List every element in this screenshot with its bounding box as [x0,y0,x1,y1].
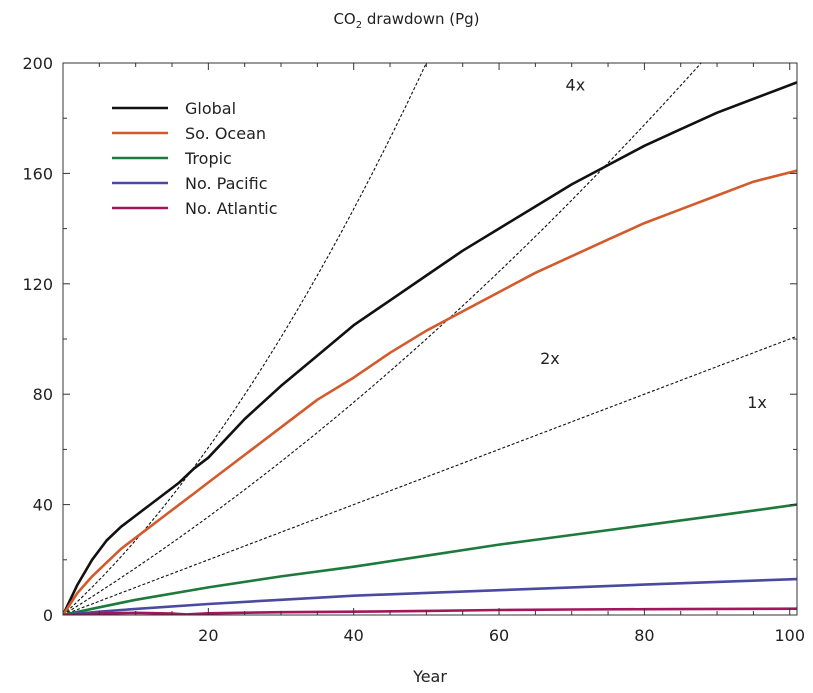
chart-title: CO2 drawdown (Pg) [333,10,480,31]
tick-labels: 4x 2x 1x 20 40 60 80 100 0 40 80 120 160 200 [22,54,805,645]
series-lines [63,81,797,615]
series-line-4 [63,607,797,615]
legend-label-2: Tropic [184,149,232,168]
reference-label-4x: 4x [566,76,586,95]
y-tick-label: 160 [22,164,53,183]
legend-label-0: Global [185,99,236,118]
y-tick-label: 200 [22,54,53,73]
legend: Global So. Ocean Tropic No. Pacific No. Atla… [112,99,278,218]
y-tick-label: 80 [33,385,53,404]
legend-label-1: So. Ocean [185,124,266,143]
axis-ticks [63,62,797,616]
legend-label-3: No. Pacific [185,174,268,193]
plot-frame [62,62,798,616]
reference-lines [63,63,797,615]
y-tick-label: 0 [43,606,53,625]
x-tick-label: 80 [634,626,654,645]
reference-line-2x [63,63,702,615]
x-axis-label: Year [412,667,447,686]
x-tick-label: 40 [344,626,364,645]
x-tick-label: 100 [774,626,805,645]
legend-label-4: No. Atlantic [185,199,278,218]
y-tick-label: 120 [22,275,53,294]
x-tick-label: 60 [489,626,509,645]
series-line-3 [63,577,797,615]
reference-label-2x: 2x [540,349,560,368]
series-line-1 [63,169,797,615]
series-line-0 [63,81,797,615]
reference-label-1x: 1x [747,393,767,412]
y-tick-label: 40 [33,496,53,515]
x-tick-label: 20 [198,626,218,645]
series-line-2 [63,503,797,615]
reference-line-1x [63,335,797,615]
